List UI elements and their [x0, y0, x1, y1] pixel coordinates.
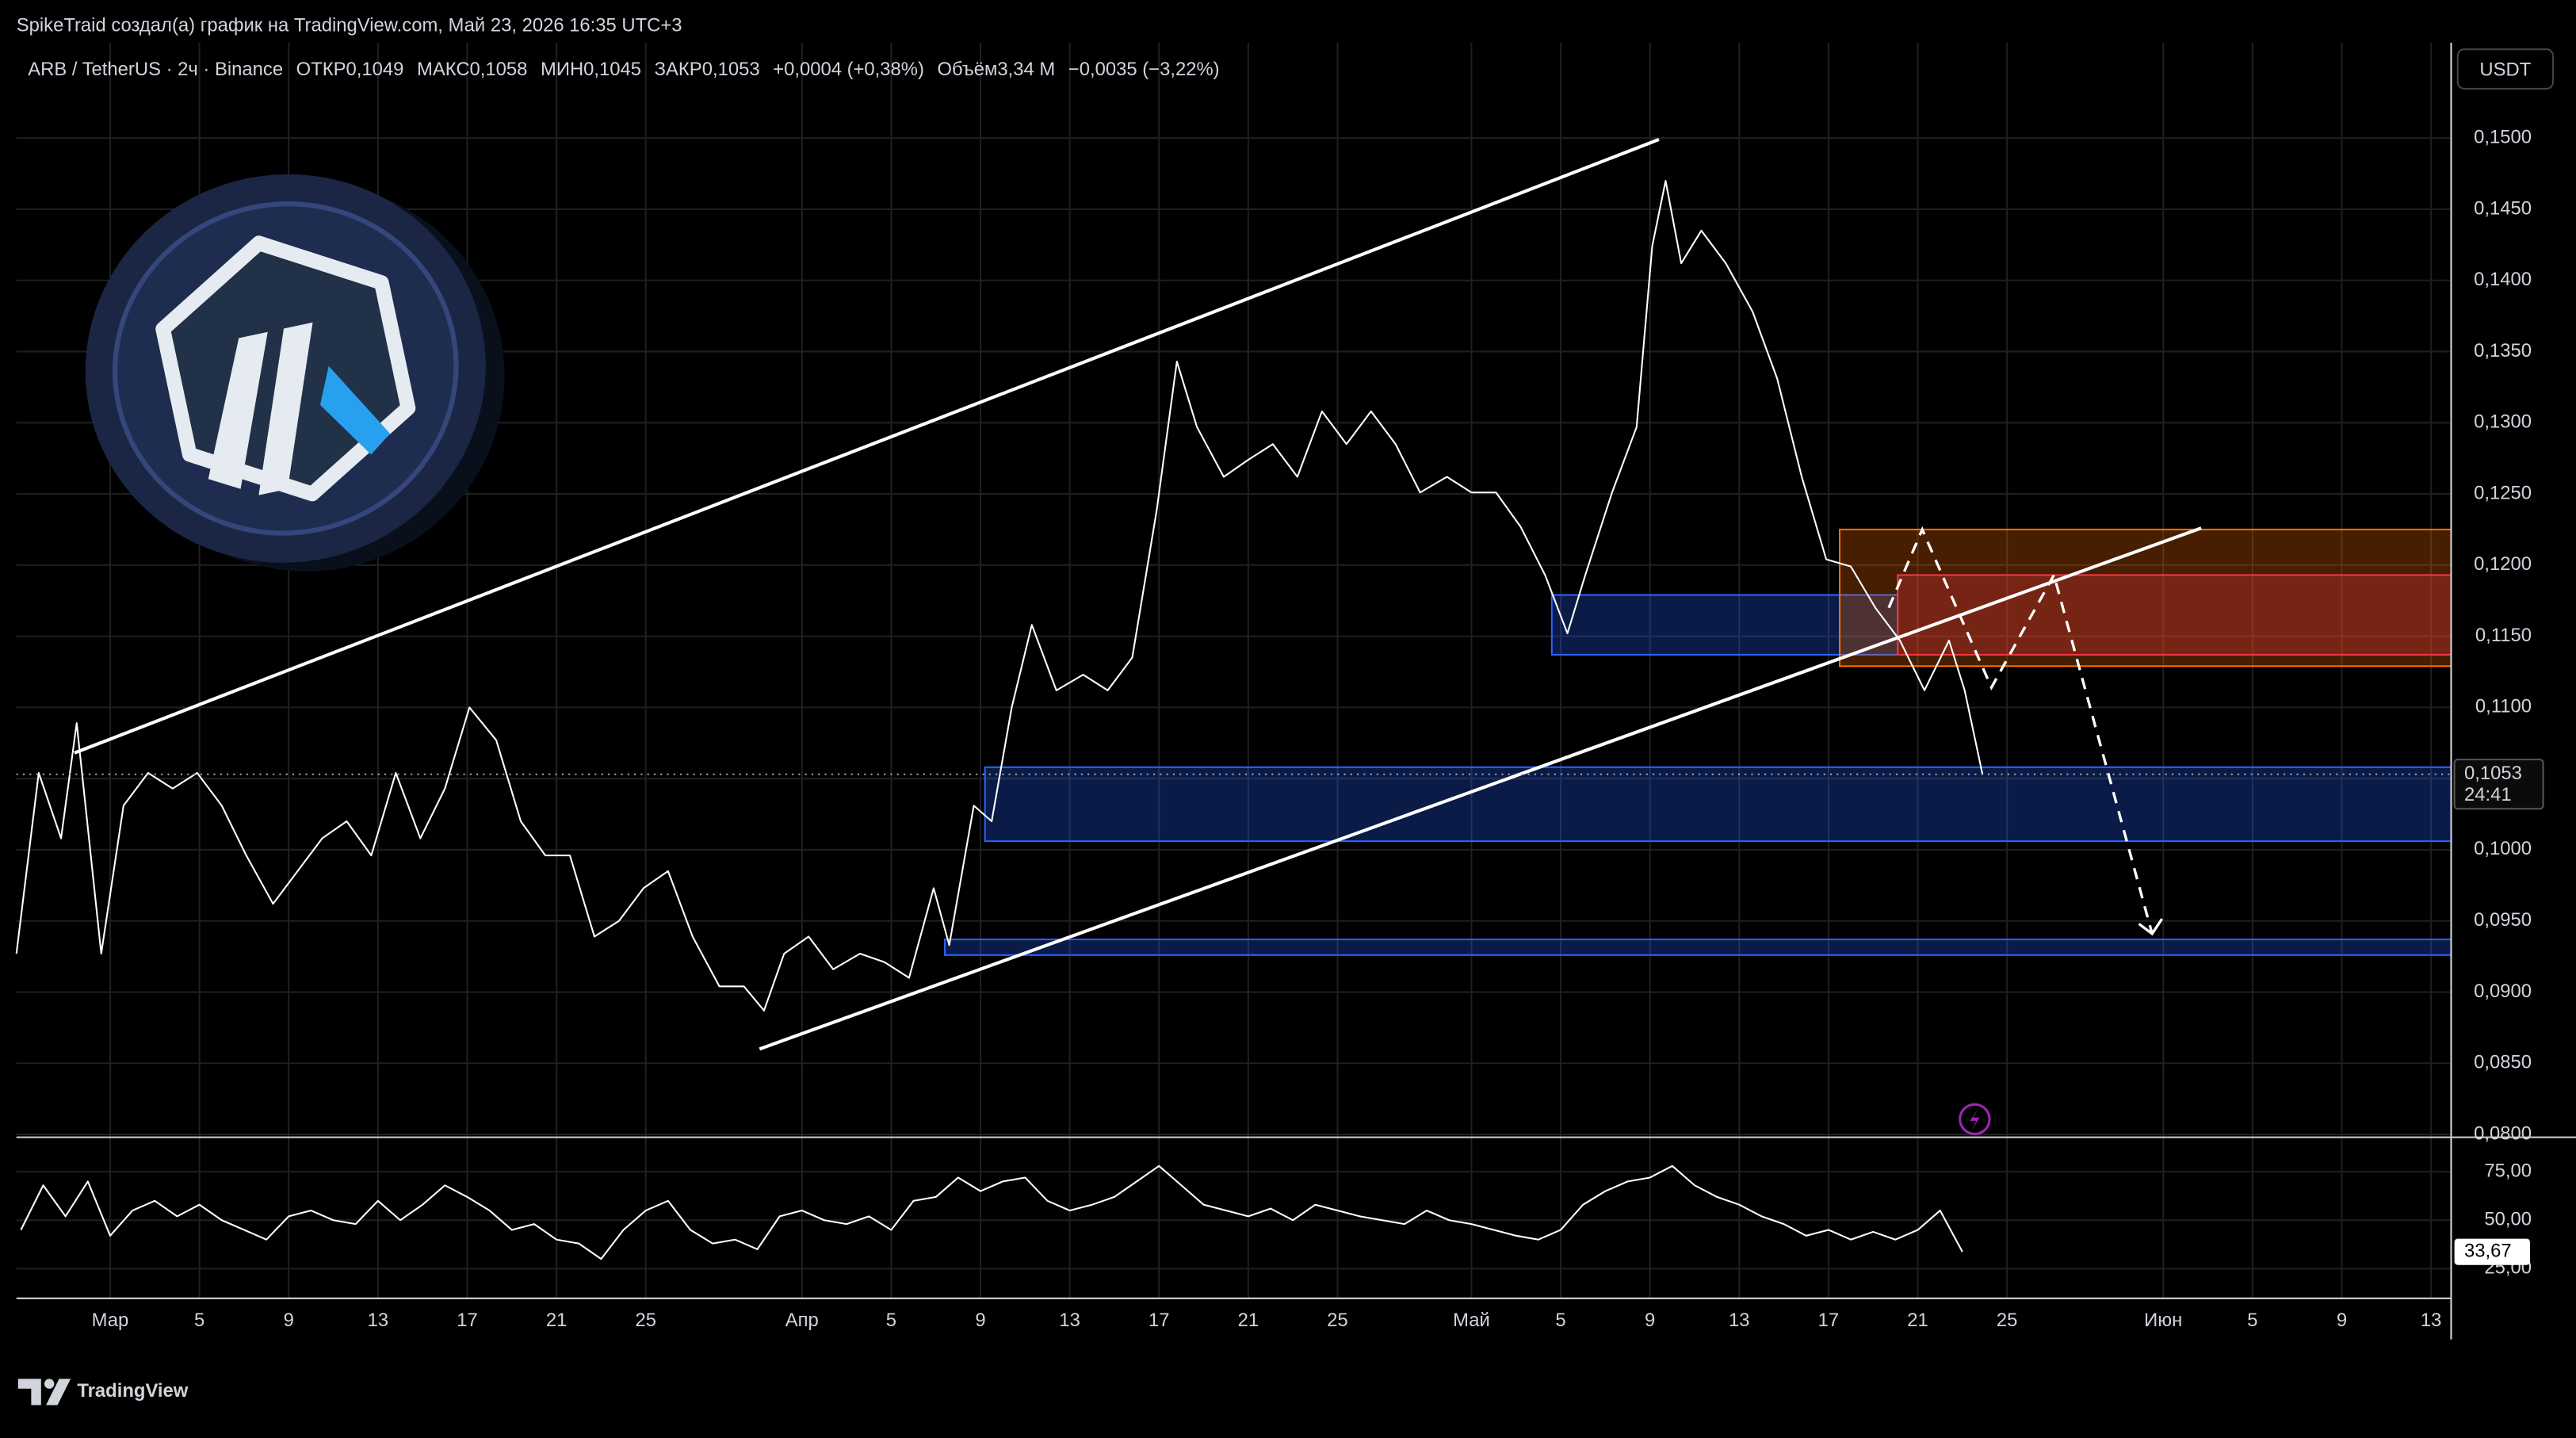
x-tick-label: 13: [1729, 1310, 1750, 1331]
legend-item: +0,0004 (+0,38%): [773, 59, 924, 80]
x-tick-label: 25: [1997, 1310, 2018, 1331]
currency-box[interactable]: [2456, 48, 2555, 90]
x-tick-label: 13: [1059, 1310, 1080, 1331]
y-tick-label: 0,1100: [2475, 696, 2532, 717]
x-tick-label: 9: [975, 1310, 985, 1331]
last-value-label: 33,67: [2464, 1240, 2512, 1261]
zone: [984, 766, 2452, 843]
attribution: SpikeTraid создал(а) график на TradingVi…: [17, 14, 682, 36]
last-price-label: 0,1053: [2464, 763, 2522, 784]
y-tick-label: 0,1200: [2474, 553, 2532, 575]
countdown: 24:41: [2464, 784, 2512, 805]
x-tick-label: Июн: [2144, 1310, 2182, 1331]
x-tick-label: Апр: [785, 1310, 819, 1331]
zone: [943, 939, 2452, 956]
zone: [1897, 574, 2452, 656]
y-tick-label: 0,0800: [2474, 1122, 2532, 1144]
alert-icon[interactable]: [1959, 1103, 1991, 1136]
y-tick-label: 0,0950: [2474, 909, 2532, 931]
x-tick-label: 17: [1818, 1310, 1840, 1331]
y-tick-label: 50,00: [2484, 1209, 2532, 1230]
currency[interactable]: USDT: [2479, 59, 2531, 80]
x-tick-label: 21: [1238, 1310, 1259, 1331]
x-tick-label: 25: [1327, 1310, 1348, 1331]
last-value-tag: [2454, 1238, 2530, 1265]
y-tick-label: 0,1000: [2474, 838, 2532, 859]
x-tick-label: 5: [2247, 1310, 2257, 1331]
brand-logo: [17, 1379, 71, 1405]
x-tick-label: Май: [1453, 1310, 1490, 1331]
x-tick-label: 5: [1555, 1310, 1565, 1331]
x-tick-label: Мар: [92, 1310, 129, 1331]
y-tick-label: 0,1450: [2474, 197, 2532, 219]
coin-logo: [85, 174, 505, 572]
x-tick-label: 9: [284, 1310, 294, 1331]
y-tick-label: 75,00: [2484, 1160, 2532, 1181]
x-tick-label: 9: [2337, 1310, 2347, 1331]
x-tick-label: 5: [886, 1310, 896, 1331]
x-tick-label: 21: [1907, 1310, 1928, 1331]
y-tick-label: 0,1400: [2474, 269, 2532, 290]
x-tick-label: 17: [457, 1310, 478, 1331]
symbol-legend: ARB / TetherUS · 2ч · Binance ОТКР0,1049 М…: [28, 59, 1219, 80]
legend-item: МИН0,1045: [541, 59, 641, 80]
x-tick-label: 9: [1645, 1310, 1655, 1331]
brand-name: TradingView: [77, 1380, 188, 1402]
legend-item: МАКС0,1058: [417, 59, 527, 80]
marks-layer: [15, 138, 2452, 1260]
x-tick-label: 5: [194, 1310, 204, 1331]
x-tick-label: 21: [546, 1310, 568, 1331]
y-tick-label: 0,1500: [2474, 126, 2532, 147]
zone: [1838, 528, 2452, 667]
y-tick-label: 0,1150: [2475, 625, 2532, 646]
y-tick-label: 0,1350: [2474, 340, 2532, 361]
projection-path: [1887, 526, 2154, 935]
y-tick-label: 0,0850: [2474, 1052, 2532, 1073]
last-price-tag: [2453, 759, 2544, 810]
y-tick-label: 0,1300: [2474, 411, 2532, 433]
legend-item: ЗАКР0,1053: [655, 59, 760, 80]
labels-layer: Мар 5 9 13 17 21 25 Апр 5 9 13 17 21 25 Май 5 9 13 17 21 25 И…: [92, 126, 2544, 1331]
y-tick-label: 0,0900: [2474, 981, 2532, 1002]
x-tick-label: 13: [368, 1310, 389, 1331]
x-tick-label: 13: [2421, 1310, 2442, 1331]
price-line: [20, 1165, 1963, 1260]
x-tick-label: 17: [1148, 1310, 1170, 1331]
legend-item: ОТКР0,1049: [296, 59, 404, 80]
legend-item: −0,0035 (−3,22%): [1068, 59, 1220, 80]
y-tick-label: 0,1250: [2474, 482, 2532, 503]
legend-item: Объём3,34 М: [938, 59, 1056, 80]
price-line: [15, 180, 1984, 1012]
trend-line: [74, 138, 1660, 755]
x-tick-label: 25: [635, 1310, 656, 1331]
symbol: ARB / TetherUS · 2ч · Binance: [28, 59, 283, 80]
projection-arrow: [2138, 918, 2164, 936]
